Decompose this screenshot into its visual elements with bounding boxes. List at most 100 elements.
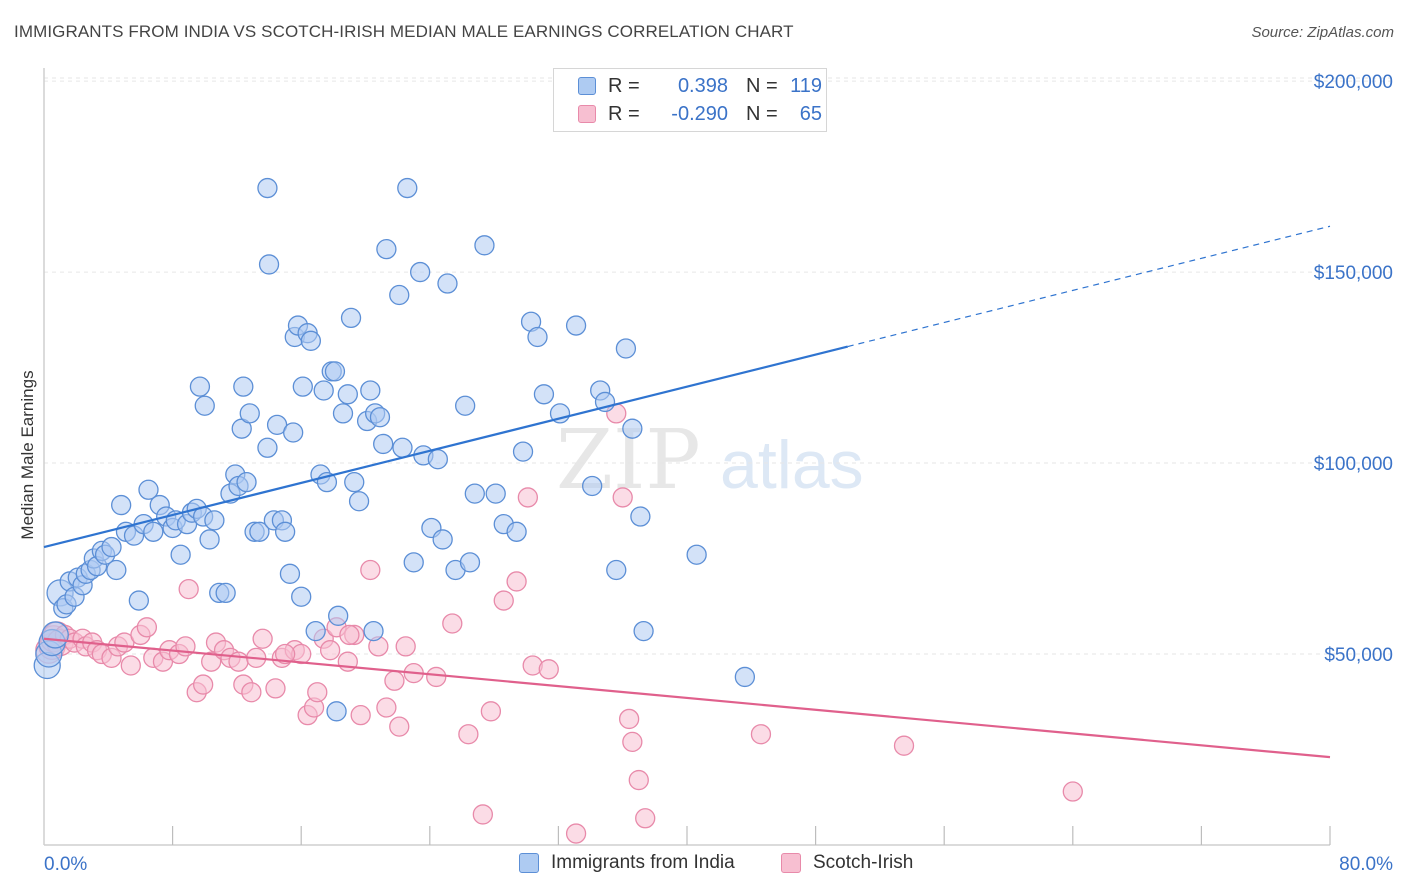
irish-point-56 <box>458 724 479 745</box>
y-axis-label: Median Male Earnings <box>18 370 37 539</box>
irish-point-76 <box>395 636 416 657</box>
india-point-3 <box>41 621 69 649</box>
india-point-68 <box>332 403 354 424</box>
india-point-74 <box>360 380 381 401</box>
irish-point-27 <box>201 651 222 672</box>
trend-line-india-extension <box>847 225 1331 348</box>
india-point-69 <box>337 384 358 405</box>
irish-point-75 <box>339 624 360 646</box>
india-point-70 <box>340 307 362 329</box>
india-point-45 <box>233 376 254 397</box>
irish-point-35 <box>252 628 273 649</box>
irish-point-72 <box>1062 781 1083 802</box>
india-point-93 <box>485 483 506 504</box>
chart-title: IMMIGRANTS FROM INDIA VS SCOTCH-IRISH ME… <box>14 22 794 41</box>
legend-n-label: N = <box>746 74 778 97</box>
india-point-25 <box>143 521 164 542</box>
india-point-58 <box>292 376 313 397</box>
legend-row-irish: R = -0.290 N = 65 <box>578 101 822 127</box>
india-point-72 <box>348 491 370 512</box>
correlation-legend: R = 0.398 N = 119 R = -0.290 N = 65 <box>553 68 827 132</box>
india-point-35 <box>199 529 220 550</box>
india-point-36 <box>204 510 225 531</box>
india-point-54 <box>258 254 280 275</box>
legend-swatch-india <box>578 77 596 95</box>
legend-item-india[interactable]: Immigrants from India <box>519 852 735 874</box>
india-point-111 <box>734 666 756 688</box>
y-tick-label-0: $50,000 <box>1324 645 1393 666</box>
india-point-63 <box>313 380 334 401</box>
india-point-66 <box>324 361 346 382</box>
india-point-96 <box>512 441 534 462</box>
india-point-101 <box>565 315 587 336</box>
india-point-91 <box>464 483 485 504</box>
india-point-80 <box>392 437 413 458</box>
india-point-109 <box>633 620 654 642</box>
irish-point-66 <box>618 708 640 730</box>
series-legend: Immigrants from India Scotch-Irish <box>0 852 1406 878</box>
irish-point-62 <box>538 659 559 680</box>
irish-point-48 <box>360 559 381 581</box>
gridlines <box>44 77 1396 655</box>
india-point-48 <box>257 437 278 458</box>
india-point-77 <box>373 433 394 455</box>
india-point-38 <box>215 582 236 604</box>
legend-swatch-irish <box>781 853 801 873</box>
india-point-98 <box>527 326 548 348</box>
india-point-114 <box>326 701 347 722</box>
india-point-79 <box>389 284 410 306</box>
india-point-107 <box>622 418 643 439</box>
irish-point-60 <box>517 487 539 508</box>
irish-point-33 <box>241 682 262 703</box>
legend-row-india: R = 0.398 N = 119 <box>578 73 822 99</box>
india-point-18 <box>106 559 127 581</box>
y-tick-labels: $50,000 $100,000 $150,000 $200,000 <box>1314 72 1393 666</box>
india-point-115 <box>363 620 384 642</box>
india-point-87 <box>437 273 458 294</box>
india-point-112 <box>274 521 296 542</box>
irish-point-51 <box>384 670 405 691</box>
irish-point-69 <box>635 808 656 829</box>
india-point-30 <box>170 544 191 565</box>
india-point-86 <box>427 449 448 470</box>
irish-point-54 <box>426 666 447 688</box>
india-point-43 <box>236 471 257 493</box>
irish-point-65 <box>612 487 633 508</box>
irish-point-68 <box>628 769 649 791</box>
legend-n-value: 119 <box>790 74 822 97</box>
india-point-60 <box>300 330 321 351</box>
legend-n-value: 65 <box>799 102 822 125</box>
legend-r-label: R = <box>608 102 640 125</box>
irish-point-50 <box>376 697 397 718</box>
india-point-47 <box>249 521 270 542</box>
india-point-105 <box>606 559 627 581</box>
india-point-118 <box>189 376 211 397</box>
india-point-83 <box>410 261 431 283</box>
india-point-99 <box>533 384 555 405</box>
india-point-108 <box>630 506 651 527</box>
india-point-116 <box>432 529 453 550</box>
legend-swatch-india <box>519 853 539 873</box>
source-credit: Source: ZipAtlas.com <box>1251 24 1394 41</box>
legend-r-value: -0.290 <box>671 102 728 125</box>
irish-point-55 <box>442 613 463 634</box>
y-tick-label-1: $100,000 <box>1314 454 1393 475</box>
irish-point-67 <box>622 731 643 753</box>
x-tick-labels: 0.0% 80.0% <box>44 854 1393 875</box>
india-point-61 <box>305 620 326 642</box>
legend-item-irish[interactable]: Scotch-Irish <box>781 852 913 874</box>
trend-lines <box>43 225 1331 759</box>
y-tick-label-3: $200,000 <box>1314 72 1393 93</box>
india-point-78 <box>376 239 397 260</box>
legend-r-value: 0.398 <box>677 74 728 97</box>
irish-point-58 <box>493 590 514 611</box>
irish-point-24 <box>178 578 199 600</box>
trend-line-irish <box>43 637 1331 759</box>
irish-point-43 <box>319 640 341 661</box>
india-point-53 <box>283 422 304 443</box>
india-point-113 <box>291 586 312 607</box>
irish-point-18 <box>136 617 158 638</box>
axes <box>43 68 1331 846</box>
india-point-95 <box>506 521 527 542</box>
